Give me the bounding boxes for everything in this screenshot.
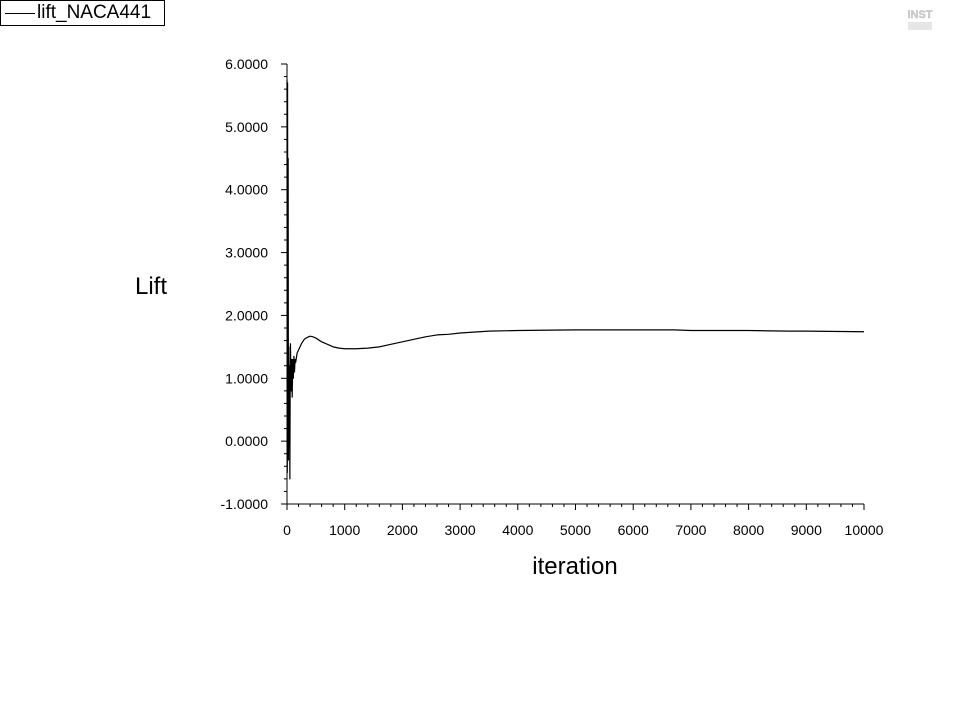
series-line [286,79,865,480]
x-tick-label: 5000 [560,522,591,538]
y-tick-label: 0.0000 [225,433,268,449]
x-tick-label: 9000 [791,522,822,538]
y-axis-title: Lift [135,273,167,300]
series-group [286,79,865,480]
legend-swatch [5,13,35,14]
legend-label: lift_NACA441 [37,2,152,23]
x-tick-label: 4000 [502,522,533,538]
x-axis-ticks: 0 1000 2000 3000 4000 5000 6000 7000 8000 9000 100… [283,504,884,538]
y-tick-label: -1.0000 [221,496,269,512]
svg-text:INST: INST [907,9,932,21]
x-tick-label: 6000 [618,522,649,538]
x-tick-label: 2000 [387,522,418,538]
legend: lift_NACA441 [0,0,165,26]
x-tick-label: 10000 [845,522,884,538]
y-tick-label: 3.0000 [225,245,268,261]
y-tick-label: 6.0000 [225,56,268,72]
x-tick-label: 0 [283,522,291,538]
x-axis-title: iteration [532,553,617,580]
x-tick-label: 3000 [445,522,476,538]
logo-icon: INST [907,9,933,30]
y-tick-label: 4.0000 [225,182,268,198]
y-tick-label: 2.0000 [225,307,268,323]
x-tick-label: 8000 [733,522,764,538]
axes [286,64,864,505]
y-tick-label: 5.0000 [225,119,268,135]
x-tick-label: 1000 [329,522,360,538]
y-tick-label: 1.0000 [225,370,268,386]
x-tick-label: 7000 [675,522,706,538]
y-axis-ticks: -1.0000 0.0000 1.0000 2.0000 3.0000 4.0000 5.0… [221,56,287,512]
